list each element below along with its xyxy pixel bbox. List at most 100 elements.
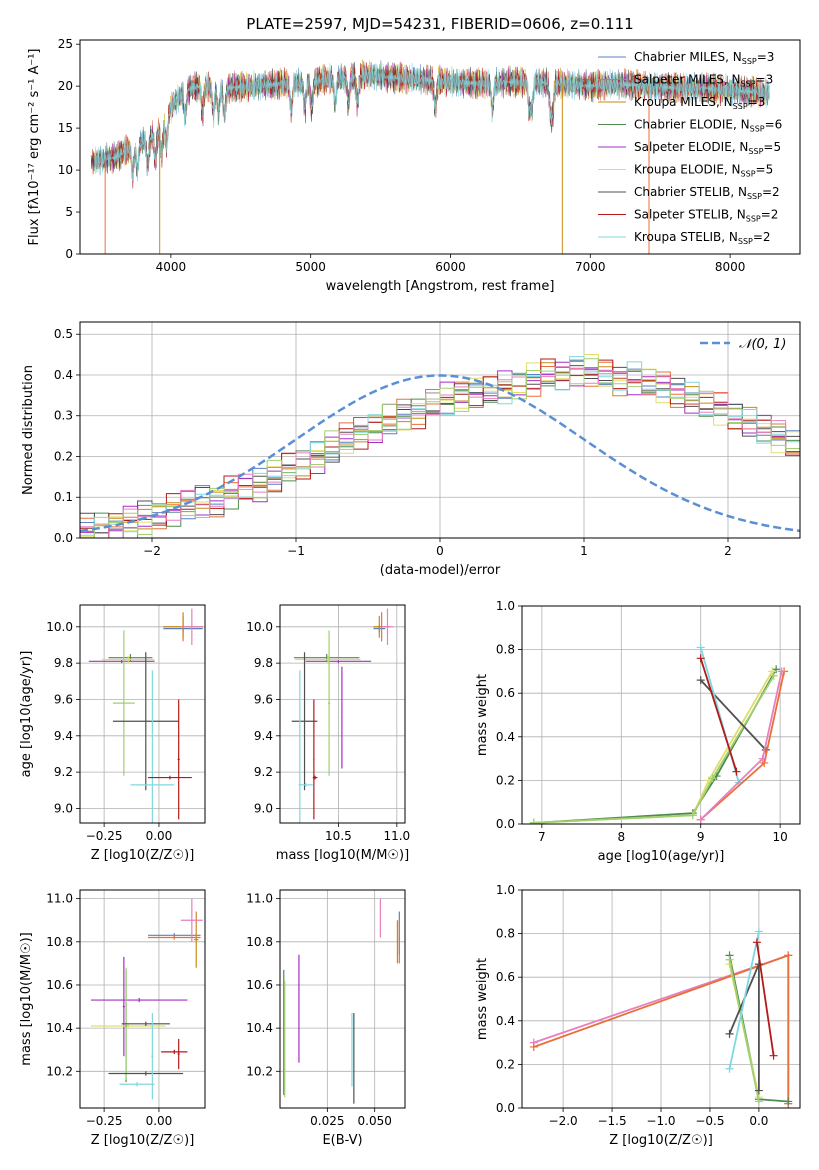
x-axis-label: age [log10(age/yr)]: [598, 849, 725, 864]
y-tick-label: 5: [65, 205, 73, 219]
error-bar: [108, 1071, 184, 1076]
error-bar: [88, 659, 155, 664]
x-tick-label: −0.25: [86, 1114, 123, 1128]
legend-label: Salpeter ELODIE, NSSP=5: [634, 140, 781, 156]
y-tick-label: 10.4: [46, 1021, 73, 1035]
y-axis-label: Flux [fλ10⁻¹⁷ erg cm⁻² s⁻¹ A⁻¹]: [27, 49, 42, 246]
plot-frame: [279, 889, 406, 1109]
weight-marker: [768, 667, 777, 676]
y-tick-label: 0.6: [496, 686, 515, 700]
x-tick-label: −0.25: [86, 829, 123, 843]
weight-marker: [529, 1042, 538, 1051]
y-tick-label: 0.0: [496, 1101, 515, 1115]
x-axis-label: Z [log10(Z/Z☉)]: [91, 1133, 195, 1148]
x-tick-label: −2.0: [549, 1114, 578, 1128]
y-tick-label: 0.2: [496, 1057, 515, 1071]
y-tick-label: 0.4: [54, 368, 73, 382]
x-tick-label: −1.5: [597, 1114, 626, 1128]
y-tick-label: 9.8: [254, 656, 273, 670]
y-tick-label: 9.2: [254, 765, 273, 779]
grid: [280, 890, 405, 1108]
weight-line: [533, 668, 777, 824]
y-tick-label: 9.6: [54, 692, 73, 706]
x-axis-label: Z [log10(Z/Z☉)]: [91, 848, 195, 863]
y-tick-label: 15: [58, 121, 73, 135]
error-bar: [294, 654, 360, 662]
y-tick-label: 0.4: [496, 1014, 515, 1028]
legend-label: Salpeter MILES, NSSP=3: [634, 73, 773, 89]
y-axis-label: Normed distribution: [21, 365, 36, 495]
weight-lines: [529, 643, 789, 824]
weight-marker: [754, 1097, 763, 1106]
x-tick-label: −1.0: [646, 1114, 675, 1128]
weight-marker: [696, 654, 705, 663]
weight-marker: [784, 951, 793, 960]
x-tick-label: 9: [697, 830, 705, 844]
y-tick-label: 10.8: [46, 935, 73, 949]
legend-label: Chabrier MILES, NSSP=3: [634, 50, 774, 66]
weight-marker: [754, 1086, 763, 1095]
error-bar: [130, 670, 175, 823]
grid: [522, 605, 800, 825]
error-bar: [121, 1021, 170, 1026]
weight-marker: [769, 1051, 778, 1060]
y-tick-label: 20: [58, 79, 73, 93]
weight-marker: [725, 955, 734, 964]
x-tick-label: 10: [773, 830, 788, 844]
weight-marker: [708, 774, 717, 783]
legend-label: Kroupa MILES, NSSP=3: [634, 95, 765, 111]
weight-marker: [725, 1029, 734, 1038]
y-tick-label: 10: [58, 163, 73, 177]
weight-marker: [758, 754, 767, 763]
spectra: [90, 59, 770, 254]
x-axis-label: E(B-V): [322, 1133, 362, 1148]
legend-label: Chabrier STELIB, NSSP=2: [634, 185, 780, 201]
error-bar: [112, 652, 179, 791]
x-tick-label: 7: [538, 830, 546, 844]
y-tick-label: 0: [65, 247, 73, 261]
residual-histogram-panel: −2 −1 0 1 2 0.0 0.1 0.2 0.3 0.4 0.5 (data-model)/er…: [21, 321, 801, 578]
error-bars: [283, 898, 400, 1104]
x-tick-label: 8: [617, 830, 625, 844]
x-tick-label: 6000: [435, 260, 466, 274]
histogram-step: [80, 356, 800, 536]
x-tick-label: −1: [287, 544, 305, 558]
y-tick-label: 11.0: [246, 892, 273, 906]
x-tick-label: −2: [143, 544, 161, 558]
y-tick-label: 0.1: [54, 490, 73, 504]
y-tick-label: 10.0: [246, 620, 273, 634]
grid: [80, 890, 205, 1108]
weight-marker: [696, 643, 705, 652]
grid: [80, 605, 205, 823]
y-tick-label: 10.8: [246, 935, 273, 949]
histogram-step: [80, 358, 800, 538]
error-bar: [194, 911, 199, 968]
spectrum-line: [93, 60, 770, 182]
weight-line: [728, 959, 760, 1102]
weight-marker: [754, 927, 763, 936]
legend-label: Salpeter STELIB, NSSP=2: [634, 208, 778, 224]
x-tick-label: 0.025: [310, 1114, 344, 1128]
x-tick-label: 10.5: [325, 829, 352, 843]
weight-marker: [688, 811, 697, 820]
error-bar: [90, 997, 188, 1003]
x-tick-label: 1: [580, 544, 588, 558]
x-tick-label: 0.050: [358, 1114, 392, 1128]
legend-label: Chabrier ELODIE, NSSP=6: [634, 118, 782, 134]
error-bar: [381, 608, 394, 645]
y-tick-label: 10.0: [46, 620, 73, 634]
legend-label: 𝒩(0, 1): [739, 337, 786, 352]
weight-line: [533, 675, 775, 824]
weight-line: [756, 942, 775, 1056]
error-bar: [122, 956, 125, 1057]
plot-frame: [279, 604, 406, 824]
legend: 𝒩(0, 1): [700, 337, 786, 352]
weight-marker: [696, 815, 705, 824]
spectrum-panel: 4000 5000 6000 7000 8000 0 5 10 15 20 25 wavelength…: [27, 15, 801, 294]
error-bar: [161, 1049, 188, 1055]
y-tick-label: 0.2: [54, 449, 73, 463]
mass-vs-extinction-panel: 0.025 0.050 10.2 10.4 10.6 10.8 11.0 E(B-V): [246, 889, 406, 1148]
error-bars: [90, 898, 203, 1100]
y-tick-label: 9.6: [254, 692, 273, 706]
